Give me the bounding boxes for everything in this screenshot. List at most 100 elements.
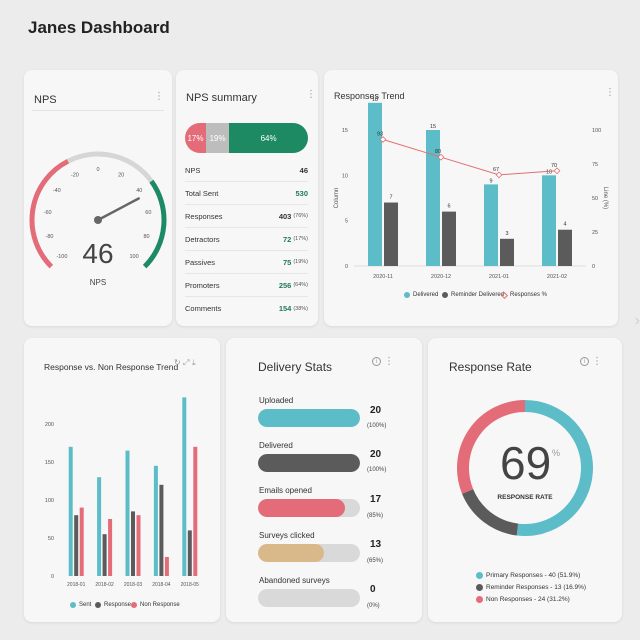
gauge-tick-label: -60 bbox=[44, 210, 52, 216]
summary-row-value: 403 bbox=[278, 211, 292, 221]
rvn-title: Response vs. Non Response Trend bbox=[44, 362, 179, 372]
delivery-stats-card: Delivery Stats i ⋮ Uploaded 20 (100%) De… bbox=[226, 338, 422, 622]
legend-label: Non Response bbox=[140, 602, 180, 608]
expand-icon[interactable]: ⤢ bbox=[183, 358, 190, 367]
more-options-icon[interactable]: ⋮ bbox=[592, 356, 602, 367]
bar-response bbox=[187, 530, 192, 576]
legend-primary-responses: Primary Responses - 40 (51.9%) bbox=[476, 572, 580, 579]
more-options-icon[interactable]: ⋮ bbox=[384, 356, 394, 367]
nps-label: NPS bbox=[89, 278, 107, 287]
more-options-icon[interactable]: ⋮ bbox=[605, 87, 615, 98]
y2-tick-label: 50 bbox=[592, 196, 598, 202]
x-tick-label: 2018-01 bbox=[67, 582, 86, 588]
info-icon[interactable]: i bbox=[372, 357, 381, 366]
line-data-label: 70 bbox=[551, 163, 557, 169]
bar-sent bbox=[125, 450, 130, 576]
bar-reminder-delivered bbox=[558, 229, 572, 266]
y-tick-label: 5 bbox=[345, 219, 348, 225]
y-tick-label: 15 bbox=[342, 128, 348, 134]
bar-response bbox=[131, 511, 135, 576]
gauge-tick-label: 40 bbox=[136, 188, 142, 194]
legend-label: Reminder Responses - 13 (16.9%) bbox=[486, 584, 587, 591]
y2-axis-label: Line (%) bbox=[602, 187, 608, 209]
x-tick-label: 2018-03 bbox=[124, 582, 143, 588]
delivery-stats-title: Delivery Stats bbox=[258, 360, 333, 374]
legend-swatch bbox=[476, 596, 483, 603]
bar-reminder-delivered bbox=[500, 238, 514, 266]
delivery-progress-fill bbox=[258, 499, 345, 517]
bar-reminder-delivered bbox=[384, 202, 398, 266]
delivery-item-label: Emails opened bbox=[259, 486, 312, 495]
summary-row-value: 75 bbox=[282, 257, 292, 267]
delivery-item-value: 0 bbox=[370, 584, 376, 595]
data-label: 10 bbox=[546, 169, 552, 175]
bar-response bbox=[102, 534, 107, 576]
bar-delivered bbox=[368, 102, 382, 266]
gauge-tick-label: 0 bbox=[96, 167, 99, 173]
delivery-item-pct: (85%) bbox=[367, 513, 384, 519]
x-tick-label: 2018-02 bbox=[95, 582, 114, 588]
legend-swatch bbox=[70, 602, 76, 608]
legend-label: Sent bbox=[79, 602, 92, 608]
gauge-promoter-arc bbox=[142, 179, 167, 269]
nps-gauge: -100 -80 -60 -40 -20 0 20 40 60 80 100 bbox=[29, 151, 167, 269]
line-point bbox=[379, 136, 387, 143]
summary-row-value: 72 bbox=[282, 234, 292, 244]
response-rate-label: RESPONSE RATE bbox=[497, 494, 553, 501]
bar-non-response bbox=[136, 515, 141, 576]
data-label: 4 bbox=[563, 222, 566, 228]
legend-label: Primary Responses - 40 (51.9%) bbox=[486, 572, 581, 579]
bar-sent bbox=[182, 397, 187, 576]
y-tick-label: 150 bbox=[45, 460, 54, 466]
summary-row-total-sent: Total Sent 530 bbox=[185, 182, 308, 205]
y-tick-label: 50 bbox=[48, 536, 54, 542]
summary-row-pct: (38%) bbox=[293, 305, 308, 312]
card-divider bbox=[32, 110, 164, 111]
gauge-tick-label: -80 bbox=[46, 234, 54, 240]
delivery-item-value: 13 bbox=[370, 539, 382, 550]
data-label: 3 bbox=[505, 231, 508, 237]
summary-row-label: Comments bbox=[185, 304, 222, 313]
page-title: Janes Dashboard bbox=[28, 18, 170, 37]
summary-row-comments: Comments 154 (38%) bbox=[185, 297, 308, 320]
summary-row-promoters: Promoters 256 (64%) bbox=[185, 274, 308, 297]
data-label: 15 bbox=[430, 124, 436, 130]
legend-label: Reminder Delivered bbox=[451, 292, 505, 298]
bar-reminder-delivered bbox=[442, 211, 456, 266]
delivery-item-value: 20 bbox=[370, 405, 382, 416]
summary-row-responses: Responses 403 (76%) bbox=[185, 205, 308, 228]
delivery-item-label: Uploaded bbox=[259, 396, 294, 405]
response-rate-donut bbox=[457, 400, 593, 536]
bar-delivered bbox=[542, 175, 556, 266]
more-options-icon[interactable]: ⋮ bbox=[306, 89, 316, 100]
info-icon[interactable]: i bbox=[580, 357, 589, 366]
x-tick-label: 2018-04 bbox=[152, 582, 171, 588]
summary-row-label: Promoters bbox=[185, 280, 220, 290]
x-tick-label: 2020-11 bbox=[373, 274, 393, 280]
delivery-item-pct: (100%) bbox=[367, 423, 387, 429]
responses-trend-chart: 0 5 10 15 0 25 50 75 100 Column Line (%) 2020-11 18 7… bbox=[334, 97, 608, 280]
bar-response bbox=[159, 484, 164, 576]
more-options-icon[interactable]: ⋮ bbox=[154, 91, 164, 102]
download-icon[interactable]: ⤓ bbox=[192, 358, 196, 367]
data-label: 7 bbox=[389, 195, 392, 201]
bar-sent bbox=[97, 477, 102, 576]
delivery-item-pct: (65%) bbox=[367, 558, 384, 564]
next-arrow-icon[interactable]: › bbox=[634, 312, 640, 329]
refresh-icon[interactable]: ↻ bbox=[174, 358, 181, 367]
gauge-tick-label: 20 bbox=[118, 173, 124, 179]
y-tick-label: 100 bbox=[45, 498, 54, 504]
line-point bbox=[495, 171, 503, 179]
data-label: 18 bbox=[372, 97, 378, 103]
delivery-progress-fill bbox=[258, 544, 325, 562]
legend-sent: Sent bbox=[70, 602, 91, 608]
response-rate-card: Response Rate i ⋮ 69 % RESPONSE RATE Pri… bbox=[428, 338, 622, 622]
nps-card-title: NPS bbox=[34, 94, 57, 106]
gauge-tick-label: -100 bbox=[56, 254, 67, 260]
gauge-tick-label: -20 bbox=[71, 173, 79, 179]
legend-swatch bbox=[95, 602, 101, 608]
nps-summary-title: NPS summary bbox=[186, 92, 257, 104]
legend-delivered: Delivered bbox=[404, 292, 438, 298]
nps-card: NPS ⋮ -100 -80 -60 -40 -20 0 20 40 60 80 100 46 NP… bbox=[24, 70, 172, 326]
y-tick-label: 200 bbox=[45, 422, 54, 428]
